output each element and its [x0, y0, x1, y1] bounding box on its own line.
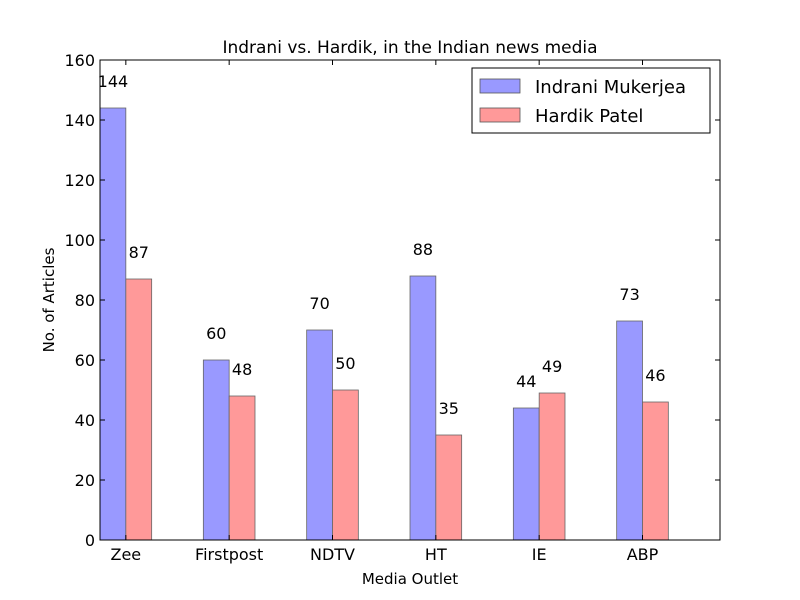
chart-title: Indrani vs. Hardik, in the Indian news m… — [222, 38, 597, 58]
bar-indrani-ie — [512, 407, 540, 541]
x-tick-label: Zee — [111, 545, 142, 564]
bar-hardik-ht — [435, 434, 463, 541]
x-tick-label: NDTV — [310, 545, 355, 564]
bar-indrani-firstpost — [202, 359, 230, 541]
value-labels: 144 60 70 88 44 73 87 48 50 35 49 46 — [98, 72, 666, 418]
bar-indrani-zee — [99, 107, 127, 541]
legend-swatch-indrani — [479, 78, 521, 94]
x-tick-label: IE — [532, 545, 547, 564]
y-tick-label: 120 — [64, 171, 95, 190]
bar-hardik-zee — [125, 278, 153, 541]
x-tick-label: ABP — [627, 545, 659, 564]
value-label: 70 — [309, 294, 329, 313]
value-label: 60 — [206, 324, 226, 343]
bar-hardik-firstpost — [228, 395, 256, 541]
y-tick-label: 40 — [75, 411, 95, 430]
value-label: 88 — [413, 240, 433, 259]
bar-hardik-abp — [642, 401, 669, 541]
value-label: 48 — [232, 360, 252, 379]
x-axis-label: Media Outlet — [362, 570, 458, 588]
value-label: 73 — [619, 285, 639, 304]
value-label: 144 — [98, 72, 129, 91]
legend-swatch-hardik — [479, 107, 521, 123]
legend-label-hardik: Hardik Patel — [535, 106, 643, 127]
value-label: 50 — [335, 354, 355, 373]
axis-ticks: 0 20 40 60 80 100 120 140 160 Zee Firstpost NDTV HT I… — [64, 51, 720, 564]
legend: Indrani Mukerjea Hardik Patel — [471, 67, 711, 134]
y-tick-label: 20 — [75, 471, 95, 490]
y-tick-label: 60 — [75, 351, 95, 370]
bar-indrani-abp — [616, 320, 643, 541]
y-tick-label: 80 — [75, 291, 95, 310]
value-label: 35 — [439, 399, 459, 418]
x-tick-label: Firstpost — [195, 545, 263, 564]
y-tick-label: 140 — [64, 111, 95, 130]
bar-hardik-ndtv — [332, 389, 359, 541]
bar-indrani-ndtv — [306, 329, 333, 541]
bar-hardik-ie — [538, 392, 566, 541]
y-tick-label: 160 — [64, 51, 95, 70]
value-label: 44 — [516, 372, 536, 391]
bar-indrani-ht — [409, 275, 437, 541]
y-tick-label: 100 — [64, 231, 95, 250]
value-label: 87 — [129, 243, 149, 262]
x-tick-label: HT — [425, 545, 447, 564]
y-tick-label: 0 — [85, 531, 95, 550]
legend-label-indrani: Indrani Mukerjea — [535, 77, 686, 98]
y-axis-label: No. of Articles — [40, 247, 58, 352]
value-label: 49 — [542, 357, 562, 376]
bars — [99, 107, 669, 541]
value-label: 46 — [645, 366, 665, 385]
